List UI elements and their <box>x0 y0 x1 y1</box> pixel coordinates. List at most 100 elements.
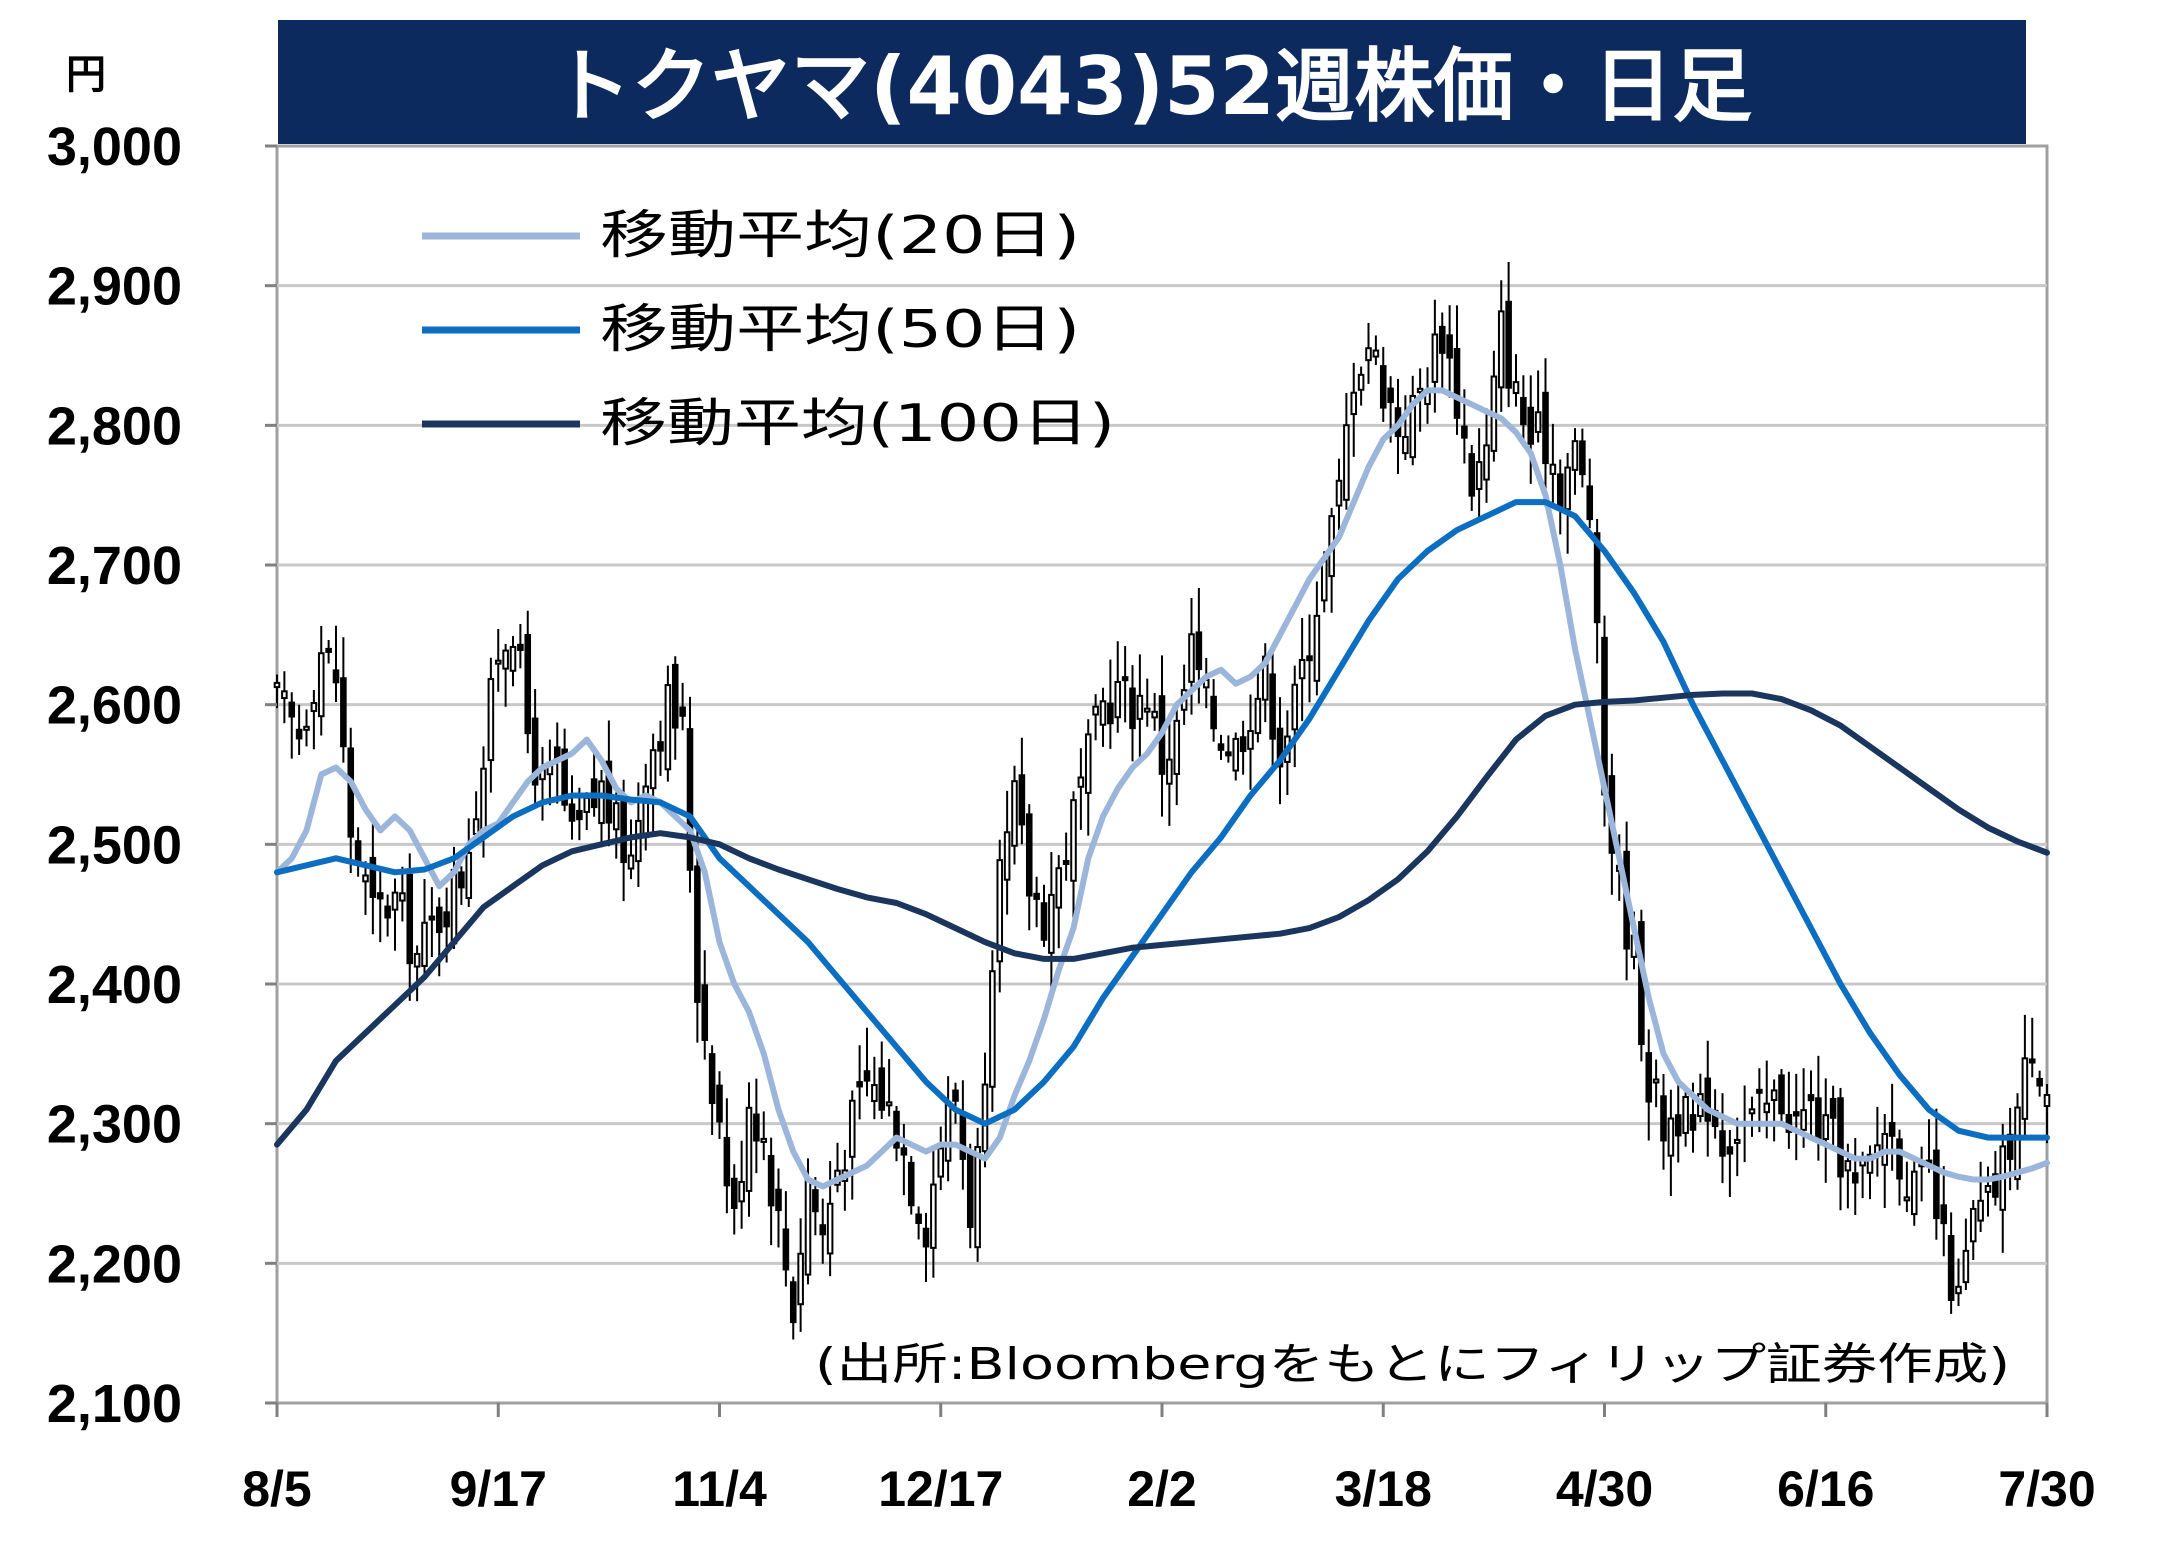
candle-body <box>598 780 605 825</box>
candle-body <box>1343 424 1350 501</box>
candle-body <box>1070 799 1077 882</box>
candle-body <box>1003 831 1011 881</box>
candle-body <box>288 701 296 718</box>
candle-body <box>1527 406 1535 445</box>
x-tick-label: 4/30 <box>1556 1461 1653 1517</box>
candle-body <box>502 649 509 670</box>
legend-label-ma20: 移動平均(20日) <box>600 206 1080 266</box>
candle-body <box>1564 466 1571 511</box>
candle-body <box>325 647 332 653</box>
candle-body <box>362 874 369 883</box>
candle-body <box>1372 349 1380 358</box>
candle-body <box>753 1113 760 1142</box>
candle-body <box>657 741 664 752</box>
candle-body <box>1520 396 1527 426</box>
candle-body <box>1313 614 1321 682</box>
candle-body <box>871 1084 878 1103</box>
x-tick-label: 12/17 <box>878 1461 1003 1517</box>
candle-body <box>915 1213 922 1224</box>
candle-body <box>612 802 620 831</box>
candle-body <box>1092 705 1099 716</box>
candle-body <box>347 747 355 838</box>
candle-body <box>1704 1077 1712 1122</box>
candle-body <box>1143 707 1151 713</box>
candle-body <box>1239 736 1247 753</box>
candle-body <box>1446 334 1453 359</box>
candle-body <box>443 911 450 928</box>
candle-body <box>1298 658 1306 680</box>
candle-body <box>974 1146 981 1249</box>
candle-body <box>1033 892 1040 900</box>
candle-body <box>775 1188 782 1212</box>
x-tick-label: 3/18 <box>1335 1461 1432 1517</box>
candle-body <box>708 1053 716 1105</box>
candle-body <box>760 1137 768 1143</box>
candle-body <box>1652 1078 1660 1084</box>
candle-body <box>384 905 391 919</box>
candle-body <box>458 871 465 889</box>
ma20-line <box>274 387 2050 1190</box>
candle-body <box>273 681 281 689</box>
candle-body <box>1335 479 1343 507</box>
candle-body <box>701 984 709 1041</box>
chart-title: トクヤマ(4043)52週株価・日足 <box>552 40 1752 133</box>
candle-body <box>295 728 303 740</box>
candle-body <box>1151 710 1158 719</box>
candle-body <box>1807 1094 1815 1102</box>
legend: 移動平均(20日) 移動平均(50日) 移動平均(100日) <box>422 206 1115 454</box>
candle-body <box>1276 727 1284 768</box>
candle-body <box>376 892 384 900</box>
y-tick-label: 2,100 <box>47 1374 182 1434</box>
candle-body <box>1166 758 1173 785</box>
candle-body <box>494 659 502 665</box>
candle-body <box>561 748 568 806</box>
candle-body <box>671 663 679 729</box>
y-tick-label: 2,500 <box>47 815 182 875</box>
candle-body <box>930 1183 937 1249</box>
candle-body <box>2014 1106 2021 1181</box>
candle-body <box>1733 1138 1741 1144</box>
x-tick-label: 9/17 <box>450 1461 547 1517</box>
candle-body <box>981 1083 989 1153</box>
candle-body <box>1040 902 1048 941</box>
candle-body <box>863 1070 871 1082</box>
candle-body <box>1291 683 1299 731</box>
candle-body <box>1468 453 1476 497</box>
candle-body <box>848 1099 856 1158</box>
candle-body <box>1409 394 1417 459</box>
candle-body <box>819 1224 827 1236</box>
candle-body <box>568 803 576 822</box>
candle-body <box>1549 463 1557 475</box>
candle-body <box>1992 1173 1999 1198</box>
candle-body <box>723 1136 731 1187</box>
candle-body <box>996 859 1004 963</box>
candle-body <box>1107 702 1114 725</box>
candle-body <box>1556 473 1564 508</box>
candle-body <box>937 1147 945 1178</box>
candle-body <box>1682 1095 1689 1134</box>
candle-body <box>317 652 325 718</box>
candle-body <box>1910 1170 1918 1216</box>
candle-body <box>1542 391 1549 465</box>
candle-body <box>1940 1204 1948 1225</box>
candle-body <box>730 1177 738 1210</box>
candle-body <box>804 1179 812 1276</box>
candle-body <box>1247 730 1254 750</box>
candle-body <box>1099 700 1107 726</box>
candle-body <box>782 1228 790 1271</box>
candle-body <box>435 906 443 934</box>
candle-body <box>649 749 657 790</box>
candle-body <box>391 891 399 911</box>
candle-body <box>1667 1117 1675 1157</box>
candle-body <box>907 1161 915 1207</box>
candle-body <box>989 970 996 1088</box>
candle-body <box>1195 631 1203 671</box>
candle-body <box>399 892 406 902</box>
candle-body <box>413 952 421 968</box>
candle-body <box>1379 365 1387 409</box>
candle-body <box>1770 1089 1778 1102</box>
candle-body <box>1837 1097 1844 1178</box>
candle-body <box>745 1106 753 1192</box>
candle-body <box>952 1089 959 1102</box>
